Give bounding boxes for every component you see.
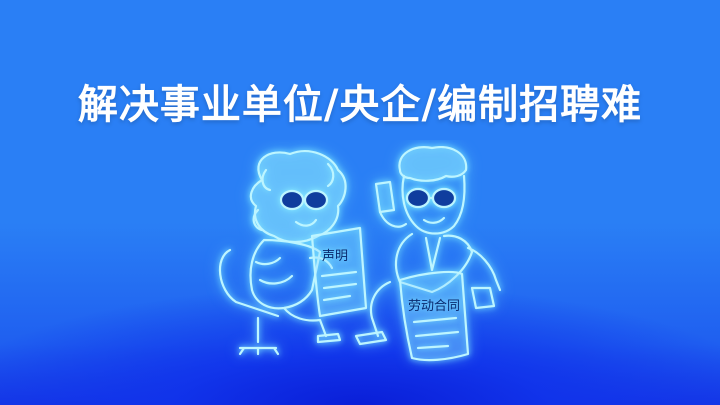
woman-figure [218, 150, 347, 356]
labor-contract-label: 劳动合同 [408, 298, 460, 314]
man-figure [354, 146, 502, 346]
headline: 解决事业单位/央企/编制招聘难 [77, 82, 643, 128]
labor-contract-document: 劳动合同 [398, 270, 470, 362]
cartoon-illustration: 声明 [218, 146, 502, 362]
statement-label: 声明 [322, 249, 348, 264]
statement-document: 声明 [310, 226, 368, 318]
